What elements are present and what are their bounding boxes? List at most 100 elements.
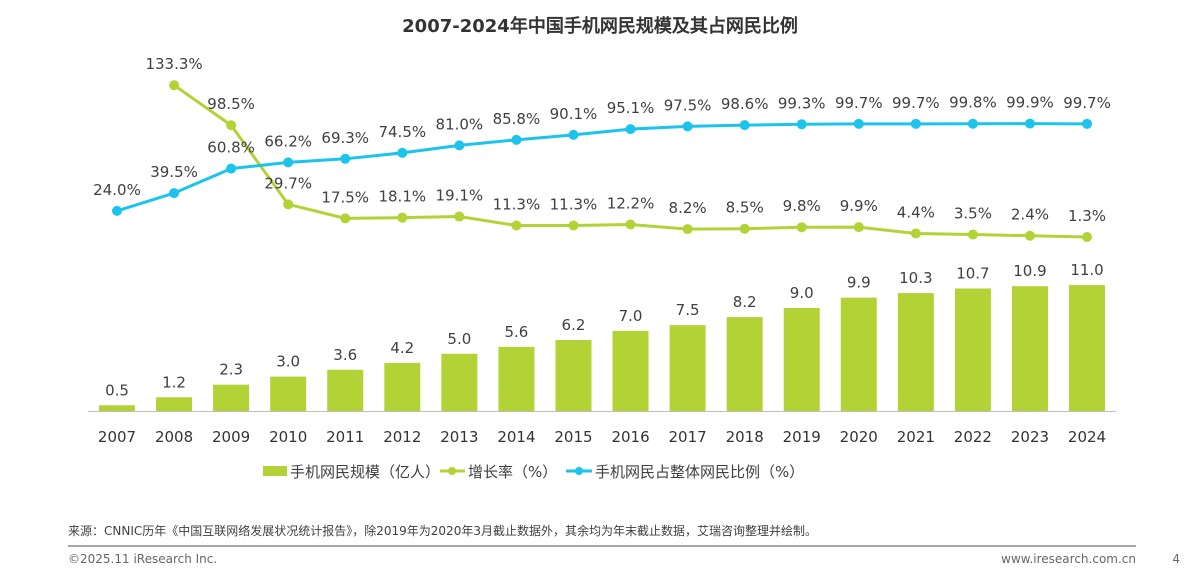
growth-point-2015 (568, 220, 579, 231)
bar-2010 (270, 376, 307, 411)
share-data-label: 69.3% (321, 129, 369, 147)
bar-data-label: 10.3 (899, 269, 932, 287)
bar-2013 (441, 353, 478, 411)
share-line (116, 122, 1088, 213)
bar-data-label: 3.6 (333, 346, 357, 364)
bar-2018 (726, 317, 763, 411)
share-point-2008 (169, 188, 180, 199)
bar-data-label: 6.2 (562, 316, 586, 334)
growth-data-label: 2.4% (1011, 206, 1049, 224)
growth-data-label: 4.4% (897, 203, 935, 221)
bar-2019 (783, 307, 820, 411)
growth-point-2021 (910, 228, 921, 239)
share-data-label: 60.8% (207, 139, 255, 157)
bar-data-label: 5.0 (447, 330, 471, 348)
share-point-2017 (682, 121, 693, 132)
share-data-label: 97.5% (664, 96, 712, 114)
growth-point-2023 (1024, 230, 1035, 241)
bar-2007 (99, 405, 135, 411)
growth-point-2013 (454, 211, 465, 222)
copyright: ©2025.11 iResearch Inc. (68, 552, 217, 566)
x-tick-label: 2016 (611, 428, 649, 446)
bar-2023 (1011, 286, 1048, 411)
growth-point-2022 (967, 229, 978, 240)
bar-data-label: 10.9 (1013, 262, 1046, 280)
growth-data-label: 9.8% (783, 197, 821, 215)
share-point-2018 (739, 120, 750, 131)
share-data-label: 99.7% (835, 94, 883, 112)
x-tick-label: 2018 (726, 428, 764, 446)
x-tick-label: 2021 (897, 428, 935, 446)
share-point-2015 (568, 129, 579, 140)
growth-point-2019 (796, 222, 807, 233)
legend-bar-label: 手机网民规模（亿人） (290, 463, 440, 481)
share-data-label: 99.9% (1006, 94, 1054, 112)
share-data-label: 99.3% (778, 94, 826, 112)
growth-point-2016 (625, 219, 636, 230)
bar-data-label: 2.3 (219, 361, 243, 379)
growth-data-label: 11.3% (550, 196, 598, 214)
growth-data-label: 133.3% (145, 55, 202, 73)
growth-point-2020 (853, 222, 864, 233)
growth-point-2011 (340, 213, 351, 224)
share-data-label: 85.8% (493, 110, 541, 128)
growth-data-label: 3.5% (954, 204, 992, 222)
legend-growth-label: 增长率（%） (468, 463, 557, 481)
growth-data-label: 98.5% (207, 95, 255, 113)
share-data-label: 99.7% (1063, 94, 1111, 112)
bar-data-label: 5.6 (504, 323, 528, 341)
x-tick-label: 2010 (269, 428, 307, 446)
share-point-2013 (454, 140, 465, 151)
legend-share-label: 手机网民占整体网民比例（%） (595, 463, 804, 481)
growth-data-label: 1.3% (1068, 207, 1106, 225)
share-data-label: 24.0% (93, 181, 141, 199)
share-point-2011 (340, 153, 351, 164)
growth-data-label: 17.5% (321, 188, 369, 206)
bar-data-label: 10.7 (956, 264, 989, 282)
share-point-2012 (397, 147, 408, 158)
growth-data-label: 29.7% (264, 174, 312, 192)
growth-point-2024 (1082, 232, 1093, 243)
legend-growth-marker (448, 467, 456, 475)
growth-data-label: 8.5% (726, 199, 764, 217)
share-data-label: 74.5% (378, 123, 426, 141)
bar-data-label: 7.5 (676, 301, 700, 319)
x-tick-label: 2024 (1068, 428, 1106, 446)
bar-2015 (555, 340, 592, 411)
growth-point-2009 (226, 120, 237, 131)
share-point-2010 (283, 157, 294, 168)
share-point-2019 (796, 119, 807, 130)
share-data-label: 81.0% (436, 115, 484, 133)
x-tick-label: 2007 (98, 428, 136, 446)
legend: 手机网民规模（亿人） 增长率（%） 手机网民占整体网民比例（%） (263, 463, 804, 481)
bar-data-label: 1.2 (162, 373, 186, 391)
share-data-label: 99.8% (949, 94, 997, 112)
bar-data-label: 9.9 (847, 274, 871, 292)
bar-2020 (840, 297, 877, 411)
x-tick-label: 2009 (212, 428, 250, 446)
website: www.iresearch.com.cn (1001, 552, 1136, 566)
x-tick-label: 2022 (954, 428, 992, 446)
bar-2016 (612, 330, 649, 411)
share-point-2007 (112, 205, 122, 216)
growth-data-label: 19.1% (436, 187, 484, 205)
x-tick-label: 2013 (440, 428, 478, 446)
share-data-label: 39.5% (150, 163, 198, 181)
share-data-label: 99.7% (892, 94, 940, 112)
bar-2011 (327, 369, 364, 411)
bar-data-label: 11.0 (1070, 261, 1103, 279)
x-tick-label: 2019 (783, 428, 821, 446)
share-point-2022 (967, 118, 978, 129)
growth-data-label: 8.2% (669, 199, 707, 217)
legend-share-marker (575, 467, 583, 475)
page-number: 4 (1172, 552, 1180, 566)
bar-2017 (669, 325, 706, 411)
share-point-2014 (511, 134, 522, 145)
growth-data-label: 9.9% (840, 197, 878, 215)
bar-data-label: 9.0 (790, 284, 814, 302)
x-tick-label: 2011 (326, 428, 364, 446)
growth-point-2014 (511, 220, 522, 231)
share-data-label: 95.1% (607, 99, 655, 117)
growth-point-2008 (169, 80, 180, 91)
